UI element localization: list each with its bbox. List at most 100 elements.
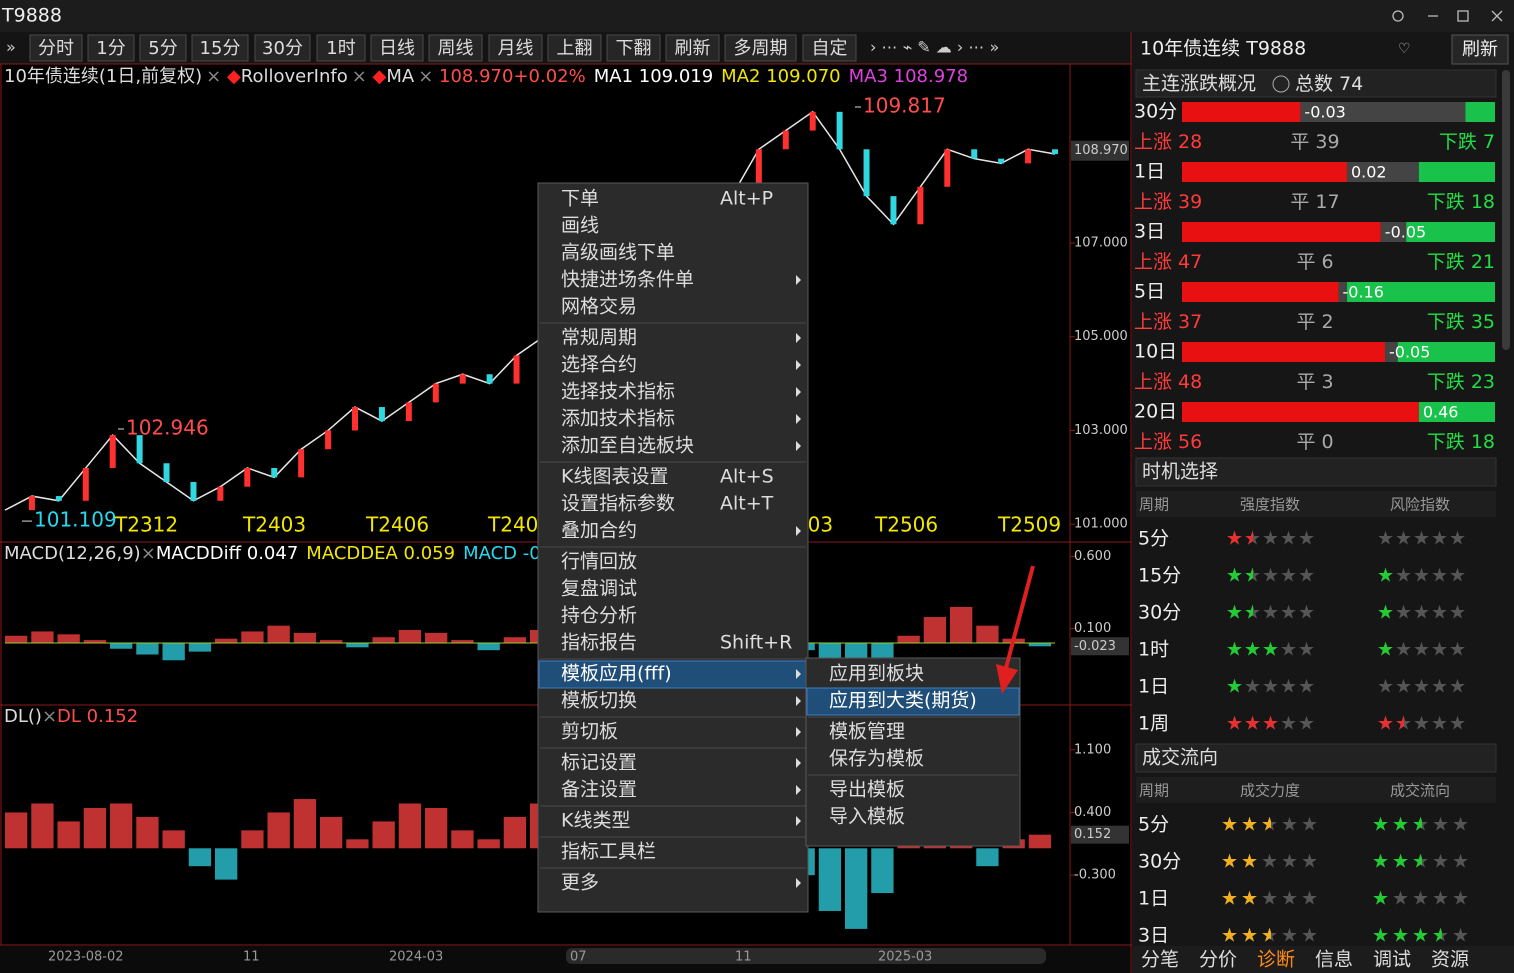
flat-label: 平	[1296, 311, 1315, 333]
legend-close[interactable]: ×	[418, 66, 439, 87]
menu-item[interactable]: 标记设置	[561, 752, 637, 774]
menu-item[interactable]: 叠加合约	[561, 520, 637, 542]
toolbar-button-label[interactable]: 下翻	[616, 38, 652, 59]
scrollbar[interactable]	[566, 948, 1046, 964]
toolbar-button[interactable]	[428, 34, 483, 62]
menu-item[interactable]: 网格交易	[561, 296, 637, 318]
window-controls[interactable]	[1392, 10, 1503, 22]
menu-item[interactable]: 设置指标参数	[561, 493, 675, 515]
toolbar-button-label[interactable]: 月线	[498, 38, 534, 59]
star-empty: ★	[1452, 814, 1469, 836]
menu-item[interactable]: 保存为模板	[829, 748, 924, 770]
menu-item[interactable]: 选择合约	[561, 354, 637, 376]
toolbar-button[interactable]	[724, 34, 797, 62]
menu-item[interactable]: 导出模板	[829, 779, 905, 801]
toolbar-button[interactable]	[191, 34, 249, 62]
star-empty: ★	[1221, 925, 1238, 947]
menu-item[interactable]: 更多	[561, 872, 599, 894]
toolbar-button-label[interactable]: 自定	[812, 38, 848, 59]
toolbar-button-label[interactable]: 日线	[379, 38, 415, 59]
candle	[55, 496, 62, 501]
dl-bar	[976, 848, 999, 867]
panel-scrollbar[interactable]	[1502, 70, 1510, 350]
star-filled: ★	[1226, 528, 1243, 550]
tab[interactable]: 调试	[1373, 949, 1411, 971]
down-count: 下跌 21	[1427, 251, 1495, 273]
column-header: 强度指数	[1240, 496, 1300, 514]
tab[interactable]: 信息	[1315, 949, 1353, 971]
toolbar-expand[interactable]: »	[6, 38, 16, 57]
menu-item[interactable]: 选择技术指标	[561, 381, 675, 403]
menu-item[interactable]: 指标报告	[561, 632, 637, 654]
tab[interactable]: 资源	[1431, 949, 1469, 971]
toolbar-button[interactable]	[139, 34, 187, 62]
menu-item[interactable]: 高级画线下单	[561, 242, 675, 264]
menu-item[interactable]: 画线	[561, 215, 599, 237]
toolbar-button-label[interactable]: 上翻	[557, 38, 593, 59]
menu-item[interactable]: 备注设置	[561, 779, 637, 801]
legend-close[interactable]: ×	[42, 706, 57, 727]
menu-item[interactable]: 剪切板	[561, 721, 618, 743]
legend-close[interactable]: ×	[352, 66, 373, 87]
toolbar-button[interactable]	[665, 34, 720, 62]
down-value: 35	[1471, 311, 1495, 333]
toolbar-button-label[interactable]: 5分	[148, 38, 177, 59]
menu-item[interactable]: 应用到大类(期货)	[829, 690, 977, 712]
legend-close[interactable]: ×	[206, 66, 227, 87]
toolbar-button-label[interactable]: 1分	[96, 38, 125, 59]
menu-item[interactable]: 持仓分析	[561, 605, 637, 627]
toolbar-more[interactable]: › ⋯ ⌁ ✎ ☁ › ⋯ »	[870, 38, 999, 57]
toolbar-button[interactable]	[802, 34, 857, 62]
toolbar-button[interactable]	[547, 34, 602, 62]
help-icon[interactable]	[1272, 75, 1290, 93]
menu-item[interactable]: 模板应用(fff)	[561, 663, 672, 685]
star-empty: ★	[1281, 814, 1298, 836]
star-empty: ★	[1244, 676, 1261, 698]
toolbar-button[interactable]	[87, 34, 135, 62]
toolbar-button[interactable]	[370, 34, 424, 62]
toolbar-button-label[interactable]: 15分	[200, 38, 241, 59]
up-share	[1182, 342, 1386, 362]
menu-item[interactable]: 添加技术指标	[561, 408, 675, 430]
menu-item[interactable]: 应用到板块	[829, 663, 924, 685]
tab[interactable]: 分价	[1199, 949, 1237, 971]
star-rating: ★★★★★	[1226, 602, 1253, 624]
menu-item[interactable]: 复盘调试	[561, 578, 637, 600]
menu-item[interactable]: 快捷进场条件单	[561, 269, 694, 291]
menu-item[interactable]: 常规周期	[561, 327, 637, 349]
window-title: T9888	[1, 5, 62, 27]
toolbar-button-label[interactable]: 分时	[38, 38, 74, 59]
flat-share	[1300, 102, 1466, 122]
candle	[405, 402, 412, 422]
menu-item[interactable]: 行情回放	[561, 551, 637, 573]
legend-close[interactable]: ×	[141, 543, 156, 564]
menu-item[interactable]: 模板切换	[561, 690, 637, 712]
toolbar-button[interactable]	[254, 34, 311, 62]
menu-item[interactable]: 指标工具栏	[561, 841, 656, 863]
toolbar-button-label[interactable]: 多周期	[734, 38, 788, 59]
toolbar-button-label[interactable]: 1时	[326, 38, 355, 59]
menu-item[interactable]: 添加至自选板块	[561, 435, 694, 457]
dropdown-icon[interactable]: ♡	[1398, 41, 1411, 57]
toolbar-button[interactable]	[488, 34, 543, 62]
refresh-label[interactable]: 刷新	[1462, 39, 1498, 60]
macd-bar	[950, 606, 973, 643]
tab[interactable]: 诊断	[1257, 949, 1295, 971]
menu-item[interactable]: 模板管理	[829, 721, 905, 743]
menu-item[interactable]: K线图表设置	[561, 466, 668, 488]
menu-item[interactable]: 下单	[561, 188, 599, 210]
section-title: 成交流向	[1142, 747, 1218, 769]
legend-item: MACDDiff 0.047	[156, 543, 298, 564]
toolbar-button[interactable]	[316, 34, 366, 62]
menu-item[interactable]: 导入模板	[829, 806, 905, 828]
toolbar-button-label[interactable]: 刷新	[675, 38, 711, 59]
toolbar-button-label[interactable]: 周线	[438, 38, 474, 59]
toolbar-button-label[interactable]: 30分	[262, 38, 303, 59]
toolbar-button[interactable]	[606, 34, 661, 62]
star-empty: ★	[1431, 528, 1448, 550]
tab[interactable]: 分笔	[1141, 949, 1179, 971]
refresh-button[interactable]	[1451, 34, 1509, 65]
candle	[782, 130, 789, 150]
menu-item[interactable]: K线类型	[561, 810, 630, 832]
toolbar-button[interactable]	[29, 34, 83, 62]
